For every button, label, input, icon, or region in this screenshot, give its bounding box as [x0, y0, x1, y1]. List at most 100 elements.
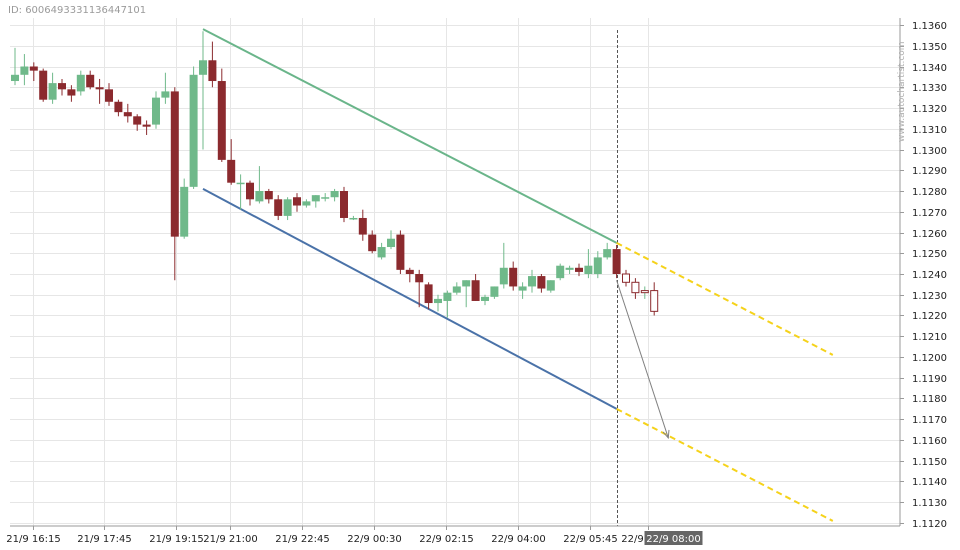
x-tick-label: 22/9 05:45: [563, 534, 617, 545]
candle: [105, 83, 113, 106]
candle-body: [537, 276, 546, 289]
candle: [86, 70, 95, 90]
candle-body: [293, 197, 301, 206]
x-tick-label: 21/9 17:45: [77, 534, 131, 545]
y-tick-label: 1.1240: [912, 270, 947, 281]
candle-body: [509, 267, 518, 287]
candle: [302, 199, 311, 208]
candle: [622, 269, 630, 287]
candle: [180, 178, 189, 239]
candle: [208, 41, 217, 88]
y-tick-label: 1.1300: [912, 146, 947, 157]
candle-body: [86, 74, 95, 88]
candle: [311, 195, 320, 208]
x-tick-label: 21/9 19:15: [149, 534, 203, 545]
candle-body: [452, 286, 461, 293]
y-tick-label: 1.1320: [912, 104, 947, 115]
candle: [452, 282, 461, 295]
y-tick-label: 1.1190: [912, 374, 947, 385]
y-tick-label: 1.1220: [912, 311, 947, 322]
candle-body: [20, 66, 29, 75]
candle-body: [11, 74, 19, 82]
candle-body: [499, 267, 508, 285]
candle-body: [58, 83, 66, 90]
forecast-arrow-head: [662, 429, 670, 440]
candle-body: [29, 66, 38, 71]
candle-body: [650, 290, 659, 312]
candle-body: [546, 280, 555, 291]
candle-body: [227, 159, 236, 183]
candle: [321, 193, 330, 202]
candle: [565, 265, 574, 274]
candle-body: [105, 89, 113, 102]
candle-body: [377, 247, 386, 258]
candle: [217, 68, 226, 162]
candle-body: [255, 191, 264, 202]
candle: [142, 120, 151, 135]
y-tick-label: 1.1350: [912, 42, 947, 53]
x-tick-highlight-bg: [644, 531, 703, 545]
candle-body: [330, 191, 339, 198]
candle-body: [189, 74, 198, 187]
y-tick-label: 1.1140: [912, 477, 947, 488]
candle-body: [152, 97, 160, 125]
x-tick-label: 21/9 22:45: [275, 534, 329, 545]
candle: [415, 269, 424, 308]
candle-body: [236, 182, 245, 185]
candle: [593, 251, 602, 279]
candle-body: [584, 265, 593, 274]
candle: [246, 180, 254, 206]
candle: [481, 294, 489, 306]
y-tick-label: 1.1200: [912, 353, 947, 364]
forecast-arrow-line: [616, 280, 669, 439]
candle: [603, 242, 612, 260]
candle-body: [48, 83, 57, 100]
candle-body: [405, 269, 414, 274]
candle-body: [481, 296, 489, 301]
candle-body: [142, 124, 151, 127]
candle: [546, 280, 555, 293]
candle: [255, 166, 264, 204]
candle: [424, 282, 433, 310]
candle: [358, 209, 367, 241]
y-tick-label: 1.1310: [912, 125, 947, 136]
candle-body: [434, 298, 442, 304]
candle-body: [565, 267, 574, 270]
x-axis: 21/9 16:15 21/9 17:45 21/9 19:15 21/9 21:00…: [6, 526, 703, 545]
candle: [264, 188, 273, 204]
candle: [368, 230, 377, 254]
candle-body: [208, 60, 217, 82]
candle-body: [311, 195, 320, 202]
candle-body: [471, 280, 480, 301]
candle-body: [490, 286, 499, 297]
candle: [462, 280, 471, 308]
chart-id-label: ID: 6006493331136447101: [8, 5, 146, 16]
candle: [537, 274, 546, 293]
candle-body: [67, 89, 76, 96]
candle-body: [246, 182, 254, 200]
candle: [199, 31, 207, 150]
candle-body: [349, 217, 358, 220]
x-tick-label: 22/9 00:30: [347, 534, 401, 545]
candle: [612, 244, 621, 279]
candle-body: [283, 199, 292, 216]
candle-body: [575, 267, 583, 272]
candle: [434, 294, 442, 312]
candle: [189, 66, 198, 189]
candle-body: [593, 257, 602, 274]
y-tick-label: 1.1260: [912, 229, 947, 240]
candle: [650, 282, 659, 316]
candle: [76, 70, 85, 96]
watermark-text: www.autochartist.com: [897, 41, 907, 142]
candle: [152, 91, 160, 129]
candle: [170, 87, 179, 281]
candle: [48, 72, 57, 104]
candle-body: [368, 234, 377, 252]
candle-body: [556, 265, 565, 279]
candle: [236, 174, 245, 210]
candle: [575, 263, 583, 277]
candle: [29, 62, 38, 82]
candle-body: [603, 249, 612, 258]
y-tick-label: 1.1270: [912, 208, 947, 219]
